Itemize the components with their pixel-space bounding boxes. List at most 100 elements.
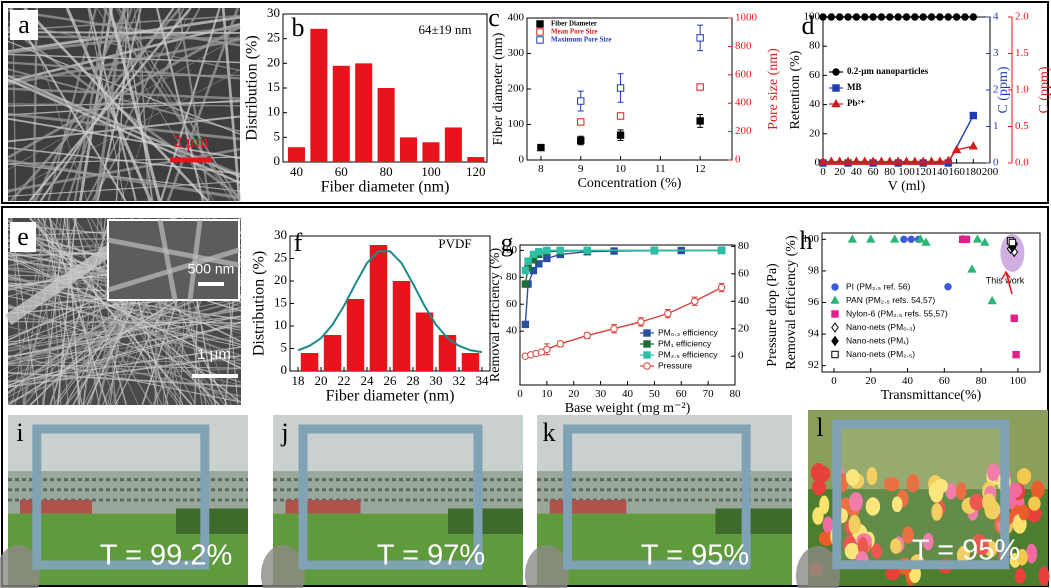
fiber <box>7 321 242 324</box>
data-point <box>696 34 704 42</box>
data-point <box>944 13 952 21</box>
bar <box>461 353 480 371</box>
photo-flower <box>934 478 948 494</box>
bar <box>332 65 350 162</box>
panel-label: a <box>18 10 30 39</box>
y-tick-label: 0 <box>519 154 525 166</box>
legend-marker <box>536 20 544 28</box>
photo-bush <box>176 508 248 534</box>
legend-label: Fiber Diameter <box>551 20 597 28</box>
photo-flower <box>1025 543 1038 564</box>
transmittance-caption: T = 95% <box>641 540 749 572</box>
photo-flower <box>902 526 914 544</box>
annotation: This work <box>986 275 1025 285</box>
fiber <box>7 14 241 32</box>
fiber <box>42 217 83 406</box>
y-tick-label: 40 <box>809 98 821 110</box>
x-tick-label: 180 <box>965 166 982 178</box>
x-tick-label: 8 <box>538 163 544 175</box>
photo-bush <box>448 508 523 534</box>
legend-label: PM₂.₅ efficiency <box>658 349 718 359</box>
photo-flower <box>955 482 967 501</box>
x-tick-label: 30 <box>429 373 442 388</box>
series-line <box>823 115 974 164</box>
panel-label: l <box>816 413 823 442</box>
x-tick-label: 20 <box>568 388 580 400</box>
data-point <box>972 234 983 243</box>
y-tick-label: 20 <box>267 54 280 69</box>
data-point <box>577 118 585 126</box>
fiber <box>7 31 241 34</box>
data-point <box>818 156 828 165</box>
x-tick-label: 10 <box>541 388 553 400</box>
data-point <box>952 13 961 21</box>
fiber <box>7 180 241 197</box>
data-point <box>926 156 937 165</box>
data-point <box>1012 350 1020 359</box>
data-point <box>843 156 853 165</box>
y2-tick-label: 20 <box>738 322 750 334</box>
photo-flower <box>857 536 868 556</box>
y-tick-label: 400 <box>508 12 525 24</box>
x-axis-label: Concentration (%) <box>578 176 682 191</box>
y-axis-label: Distribution (%) <box>251 251 268 356</box>
data-point <box>819 13 827 21</box>
y-axis-label: Removal efficiency (%) <box>488 248 503 383</box>
scale-bar-label: 2 μm <box>173 132 208 151</box>
photo-flower <box>844 542 860 560</box>
fiber <box>7 25 241 159</box>
legend-label: MB <box>847 82 862 92</box>
y-tick-label: 40 <box>506 325 518 337</box>
data-point <box>987 295 997 305</box>
x-tick-label: 100 <box>1010 375 1027 387</box>
data-point <box>847 234 858 243</box>
y-axis-label: Fiber diameter (nm) <box>491 32 506 145</box>
y-tick-label: 80 <box>809 40 821 52</box>
data-point <box>915 234 926 243</box>
data-point <box>690 297 699 305</box>
fiber <box>102 7 237 202</box>
label-bg <box>10 10 38 40</box>
inset-fiber <box>107 247 240 293</box>
y2-tick-label: 80 <box>738 240 750 252</box>
fiber <box>115 7 232 202</box>
x-tick-label: 11 <box>655 163 666 175</box>
data-point <box>521 266 530 275</box>
data-point <box>893 156 903 165</box>
photo-hand <box>796 546 840 588</box>
bar <box>300 353 319 371</box>
photo-flower <box>1018 504 1029 521</box>
data-point <box>918 156 928 165</box>
scale-bar-label: 1 μm <box>197 346 231 363</box>
y2-tick-label: 1000 <box>735 12 758 24</box>
fiber <box>7 301 242 404</box>
y2-tick-label: 1 <box>993 120 999 132</box>
panel-label: k <box>543 418 556 447</box>
y-tick-label: 0 <box>281 362 288 377</box>
data-point <box>717 283 726 292</box>
data-point <box>919 13 927 21</box>
inset-scale-label: 500 nm <box>188 261 235 277</box>
y-tick-label: 30 <box>274 227 287 242</box>
y-tick-label: 200 <box>508 83 525 95</box>
filter-frame <box>832 419 1010 570</box>
y2-tick-label: 40 <box>738 295 750 307</box>
x-axis-label: Fiber diameter (nm) <box>321 179 450 196</box>
photo-flower <box>969 493 984 511</box>
y-tick-label: 94 <box>808 328 820 340</box>
legend-marker <box>832 84 840 92</box>
y3-tick-label: 1.5 <box>1015 47 1029 59</box>
fiber <box>7 117 241 160</box>
photo-flower <box>866 467 878 486</box>
data-point <box>961 13 969 21</box>
bottom-frame <box>1 206 1049 587</box>
data-point <box>610 325 618 333</box>
data-point <box>900 235 908 244</box>
x-tick-label: 100 <box>421 164 441 179</box>
y-tick-label: 60 <box>809 69 821 81</box>
x-tick-label: 26 <box>384 373 398 388</box>
legend-label: PM₀.₃ efficiency <box>658 327 718 337</box>
data-point <box>616 131 625 139</box>
y2-tick-label: 3 <box>993 47 999 59</box>
